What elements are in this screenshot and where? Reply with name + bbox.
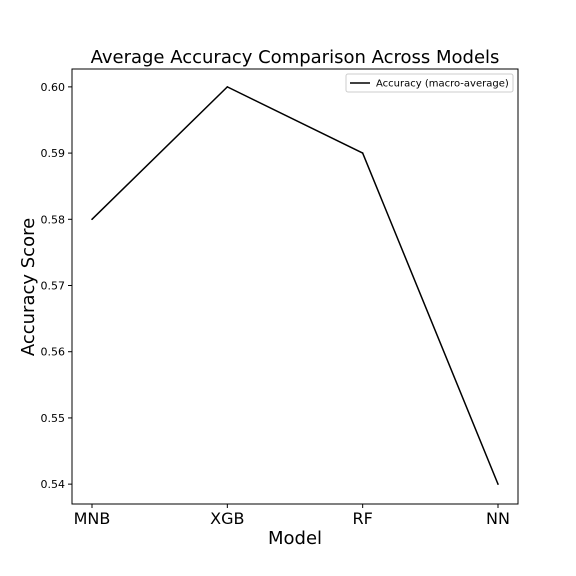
x-tick-label: MNB (74, 509, 111, 528)
y-tick-label: 0.60 (41, 81, 66, 94)
data-point (91, 218, 93, 221)
legend: Accuracy (macro-average) (345, 73, 514, 93)
legend-box (345, 73, 514, 93)
plot-area (71, 68, 519, 505)
x-tick-label: NN (486, 509, 510, 528)
x-axis-label: Model (268, 528, 322, 549)
y-axis-ticks: 0.54 0.55 0.56 0.57 0.58 0.59 0.60 (41, 81, 72, 491)
x-tick-label: RF (353, 509, 373, 528)
data-point (361, 152, 364, 154)
y-tick-label: 0.56 (41, 346, 66, 359)
y-axis-label: Accuracy Score (18, 218, 39, 356)
y-tick-label: 0.59 (41, 147, 66, 160)
x-axis-ticks: MNB XGB RF NN (74, 504, 510, 528)
x-tick-label: XGB (210, 509, 244, 528)
series-layer (91, 85, 499, 485)
y-tick-label: 0.58 (41, 213, 66, 226)
legend-entry-label: Accuracy (macro-average) (376, 79, 509, 90)
data-point (497, 483, 499, 485)
y-tick-label: 0.55 (41, 412, 66, 425)
series-line (91, 85, 499, 485)
y-tick-label: 0.54 (41, 478, 66, 491)
chart-title: Average Accuracy Comparison Across Model… (91, 47, 500, 68)
data-point (226, 86, 229, 88)
y-tick-label: 0.57 (41, 280, 66, 293)
